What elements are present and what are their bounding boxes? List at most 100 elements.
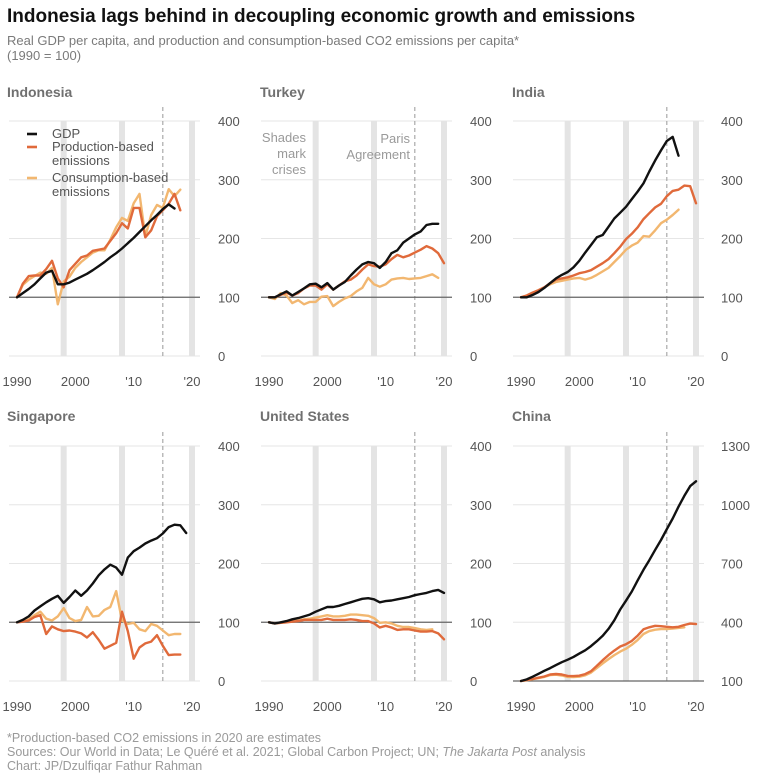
x-tick-label: 1990 bbox=[3, 699, 32, 714]
crisis-shade bbox=[312, 121, 319, 356]
series-line-production-based-emissions bbox=[15, 192, 182, 299]
sources-suffix: analysis bbox=[536, 745, 586, 759]
x-tick-label: '10 bbox=[125, 699, 142, 714]
y-tick-label: 100 bbox=[721, 290, 743, 305]
panel-title-china: China bbox=[512, 408, 551, 424]
series-line-gdp bbox=[267, 588, 446, 625]
y-tick-label: 0 bbox=[470, 349, 477, 364]
series-line-production-based-emissions bbox=[15, 610, 182, 660]
crisis-shade bbox=[119, 446, 125, 681]
x-tick-label: '20 bbox=[436, 374, 453, 389]
y-tick-label: 0 bbox=[470, 674, 477, 689]
sources-italic: The Jakarta Post bbox=[442, 745, 537, 759]
x-tick-label: 2000 bbox=[313, 374, 342, 389]
y-tick-label: 700 bbox=[721, 557, 743, 572]
y-tick-label: 300 bbox=[470, 498, 492, 513]
x-tick-label: 1990 bbox=[255, 374, 284, 389]
crisis-shade bbox=[623, 446, 629, 681]
legend-label: Consumption-based bbox=[52, 170, 168, 185]
legend-label: emissions bbox=[52, 184, 110, 199]
series-line-consumption-based-emissions bbox=[15, 187, 182, 306]
crisis-shade bbox=[441, 121, 447, 356]
legend-label: GDP bbox=[52, 126, 80, 141]
panel-singapore: Singapore 0 100 200 300 400 1990 2000 '10 '20 bbox=[3, 408, 240, 714]
y-tick-label: 400 bbox=[218, 114, 240, 129]
series-line-production-based-emissions bbox=[519, 622, 698, 683]
series-line-gdp bbox=[267, 222, 440, 299]
sources-prefix: Sources: Our World in Data; Le Quéré et … bbox=[7, 745, 443, 759]
y-tick-label: 200 bbox=[470, 557, 492, 572]
x-tick-label: '20 bbox=[436, 699, 453, 714]
crisis-shade bbox=[60, 121, 67, 356]
y-tick-label: 400 bbox=[470, 114, 492, 129]
x-tick-label: 2000 bbox=[61, 374, 90, 389]
x-tick-label: '10 bbox=[125, 374, 142, 389]
subtitle-line-1: Real GDP per capita, and production and … bbox=[7, 33, 520, 48]
y-tick-label: 300 bbox=[218, 498, 240, 513]
x-tick-label: '20 bbox=[184, 374, 201, 389]
x-tick-label: 2000 bbox=[313, 699, 342, 714]
crisis-shade bbox=[189, 446, 195, 681]
crisis-shade bbox=[119, 121, 125, 356]
x-tick-label: '10 bbox=[377, 374, 394, 389]
x-tick-label: 2000 bbox=[61, 699, 90, 714]
legend: GDPProduction-basedemissionsConsumption-… bbox=[27, 126, 168, 199]
y-tick-label: 400 bbox=[721, 615, 743, 630]
footnote: *Production-based CO2 emissions in 2020 … bbox=[7, 731, 322, 745]
panel-title-india: India bbox=[512, 84, 545, 100]
crisis-shade bbox=[441, 446, 447, 681]
crisis-shade bbox=[564, 121, 571, 356]
paris-annotation: Agreement bbox=[346, 147, 410, 162]
y-tick-label: 100 bbox=[218, 290, 240, 305]
crisis-shade bbox=[564, 446, 571, 681]
panel-title-turkey: Turkey bbox=[260, 84, 305, 100]
series-line-consumption-based-emissions bbox=[267, 273, 440, 308]
chart-subtitle: Real GDP per capita, and production and … bbox=[7, 33, 519, 63]
series-line-consumption-based-emissions bbox=[15, 589, 182, 637]
crisis-shade bbox=[60, 446, 67, 681]
crisis-shade bbox=[312, 446, 319, 681]
y-tick-label: 300 bbox=[470, 173, 492, 188]
y-tick-label: 200 bbox=[470, 232, 492, 247]
x-tick-label: 1990 bbox=[507, 699, 536, 714]
y-tick-label: 100 bbox=[470, 290, 492, 305]
y-tick-label: 100 bbox=[721, 674, 743, 689]
x-tick-label: '10 bbox=[629, 699, 646, 714]
sources: Sources: Our World in Data; Le Quéré et … bbox=[7, 745, 586, 759]
series-line-production-based-emissions bbox=[267, 244, 446, 299]
panel-title-indonesia: Indonesia bbox=[7, 84, 73, 100]
series-line-gdp bbox=[15, 523, 188, 624]
y-tick-label: 200 bbox=[218, 557, 240, 572]
y-tick-label: 0 bbox=[218, 674, 225, 689]
y-tick-label: 400 bbox=[721, 114, 743, 129]
shades-annotation: crises bbox=[272, 162, 306, 177]
crisis-shade bbox=[371, 446, 377, 681]
x-tick-label: 2000 bbox=[565, 699, 594, 714]
panel-china: China 100 400 700 1000 1300 1990 2000 '10 '20 bbox=[507, 408, 750, 714]
crisis-shade bbox=[189, 121, 195, 356]
legend-label: emissions bbox=[52, 153, 110, 168]
y-tick-label: 0 bbox=[218, 349, 225, 364]
shades-annotation: Shades bbox=[262, 130, 307, 145]
series-line-gdp bbox=[519, 135, 680, 299]
panel-turkey: Turkey 0 100 200 300 400 1990 2000 '10 '20 Shadesm… bbox=[255, 84, 492, 389]
paris-annotation: Paris bbox=[380, 131, 410, 146]
legend-label: Production-based bbox=[52, 139, 154, 154]
y-tick-label: 0 bbox=[721, 349, 728, 364]
y-tick-label: 100 bbox=[218, 615, 240, 630]
x-tick-label: 1990 bbox=[507, 374, 536, 389]
series-line-consumption-based-emissions bbox=[519, 208, 680, 299]
x-tick-label: '20 bbox=[184, 699, 201, 714]
panel-united-states: United States 0 100 200 300 400 1990 2000 '10 '20 bbox=[255, 408, 492, 714]
panel-indonesia: Indonesia 0 100 200 300 400 1990 2000 '10 '20 GDPP… bbox=[3, 84, 240, 389]
chart-title: Indonesia lags behind in decoupling econ… bbox=[7, 6, 636, 27]
crisis-shade bbox=[371, 121, 377, 356]
x-tick-label: '10 bbox=[629, 374, 646, 389]
x-tick-label: '20 bbox=[688, 699, 705, 714]
crisis-shade bbox=[693, 446, 699, 681]
series-line-production-based-emissions bbox=[519, 184, 698, 299]
x-tick-label: 1990 bbox=[3, 374, 32, 389]
y-tick-label: 1300 bbox=[721, 439, 750, 454]
y-tick-label: 400 bbox=[218, 439, 240, 454]
